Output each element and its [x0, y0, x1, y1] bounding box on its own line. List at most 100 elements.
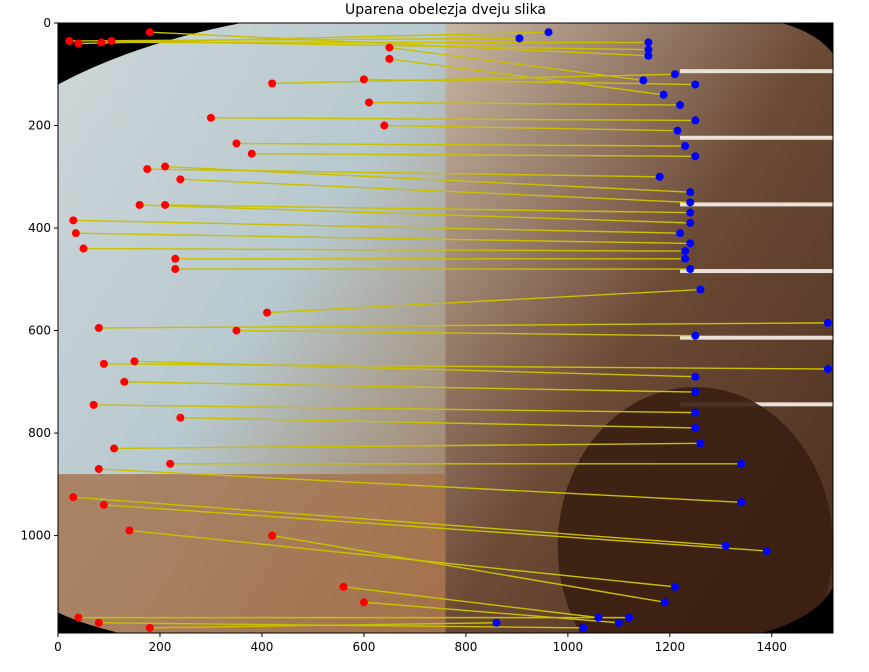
right-keypoint [737, 459, 746, 468]
right-keypoint [691, 152, 700, 161]
match-line [149, 622, 497, 629]
right-keypoint [691, 116, 700, 125]
right-keypoint [696, 285, 705, 294]
right-keypoint [544, 28, 553, 37]
left-keypoint [380, 121, 389, 130]
match-line [180, 417, 696, 429]
left-keypoint [385, 43, 394, 52]
left-keypoint [130, 357, 139, 366]
match-line [83, 247, 686, 252]
chart-title: Uparena obelezja dveju slika [345, 2, 546, 18]
left-keypoint [94, 324, 103, 332]
left-keypoint [94, 618, 103, 627]
right-keypoint [492, 618, 501, 627]
background-photo [58, 23, 833, 633]
match-line [124, 381, 696, 393]
right-keypoint [676, 101, 685, 110]
right-keypoint [823, 365, 832, 374]
right-keypoint [625, 613, 634, 622]
match-line [134, 360, 696, 378]
match-line [111, 40, 649, 51]
right-keypoint [655, 172, 664, 181]
match-line [369, 101, 681, 106]
x-tick-label: 400 [250, 640, 273, 654]
x-tick-label: 1200 [655, 640, 686, 654]
match-line [210, 117, 696, 122]
shelf-board [680, 269, 833, 274]
match-line [180, 178, 691, 204]
corner-mask [761, 586, 833, 633]
right-keypoint [644, 51, 653, 60]
left-keypoint [161, 200, 170, 209]
left-keypoint [171, 265, 180, 274]
match-line [129, 529, 676, 588]
right-keypoint [681, 142, 690, 151]
x-tick-label: 1400 [757, 640, 788, 654]
right-keypoint [686, 218, 695, 227]
right-keypoint [686, 188, 695, 197]
match-line [75, 232, 691, 245]
left-keypoint [385, 54, 394, 63]
right-keypoint [691, 80, 700, 89]
match-line [343, 586, 599, 619]
x-tick-label: 800 [454, 640, 477, 654]
left-keypoint [135, 200, 144, 209]
left-keypoint [71, 229, 80, 238]
right-keypoint [691, 423, 700, 432]
left-keypoint [176, 175, 185, 184]
left-keypoint [143, 165, 152, 174]
left-keypoint [171, 254, 180, 263]
right-keypoint [673, 126, 682, 135]
x-tick-label: 600 [352, 640, 375, 654]
left-keypoint [359, 598, 368, 607]
left-keypoint [166, 459, 175, 468]
match-line [98, 468, 742, 503]
left-keypoint [359, 75, 368, 84]
right-keypoint [686, 239, 695, 248]
right-keypoint [670, 582, 679, 591]
match-lines [69, 31, 828, 629]
match-line [236, 329, 696, 337]
left-keypoint [99, 359, 108, 368]
y-tick-label: 0 [43, 16, 51, 30]
left-keypoint [74, 39, 83, 48]
right-keypoint [823, 318, 832, 327]
x-tick-label: 200 [149, 640, 172, 654]
y-tick-label: 1000 [20, 529, 51, 543]
match-line [149, 31, 649, 57]
right-keypoint [721, 541, 730, 550]
y-axis: 0 200 400 600 800 1000 [20, 16, 58, 543]
right-keypoint [594, 613, 603, 622]
left-keypoint [110, 444, 119, 453]
left-keypoint [97, 38, 106, 47]
x-tick-label: 1000 [553, 640, 584, 654]
y-tick-label: 600 [28, 324, 51, 338]
match-line [139, 204, 691, 224]
left-keypoint [65, 36, 74, 45]
right-keypoint [644, 45, 653, 54]
corner-mask [782, 23, 833, 54]
left-keypoint [99, 500, 108, 509]
left-keypoint [206, 113, 215, 122]
match-line [272, 534, 665, 603]
match-line [73, 219, 681, 234]
right-keypoint [681, 247, 690, 256]
left-keypoint [339, 582, 348, 591]
right-keypoint [696, 439, 705, 448]
match-line [93, 404, 696, 414]
left-keypoint [94, 464, 103, 473]
plot-frame [57, 22, 834, 634]
match-line [73, 496, 726, 547]
corner-mask [58, 612, 120, 633]
match-line [389, 58, 664, 96]
right-keypoint [639, 76, 648, 85]
shelf-board [680, 69, 833, 74]
left-keypoint [145, 28, 154, 37]
x-tick-label: 0 [54, 640, 62, 654]
y-tick-label: 800 [28, 426, 51, 440]
floor [58, 474, 446, 633]
keypoints [65, 28, 832, 632]
match-line [165, 204, 691, 214]
left-keypoint [145, 623, 154, 632]
match-line [267, 288, 701, 314]
